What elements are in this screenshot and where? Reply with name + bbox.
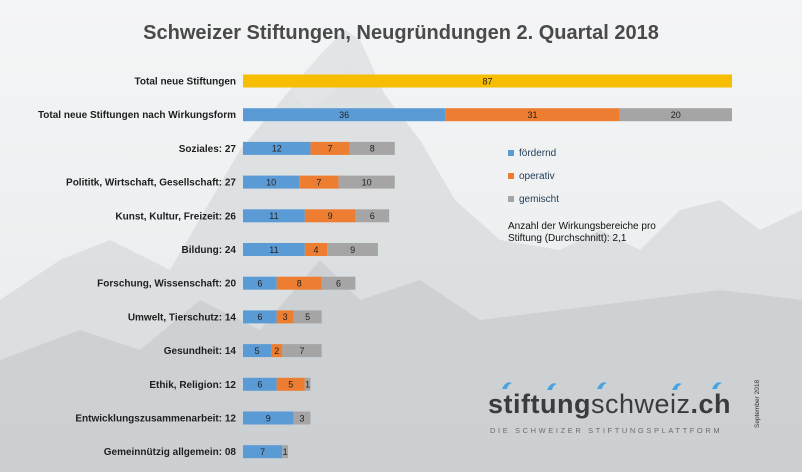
bar-gemischt-politik-wirtschaft-gesellschaft-27 [338, 175, 395, 189]
bar-gemischt-kunst-kultur-freizeit-26 [355, 209, 390, 223]
legend-label-foerdernd: fördernd [519, 148, 557, 159]
data-label-operativ-bildung-24: 4 [314, 245, 319, 255]
legend-swatch-operativ [508, 173, 514, 180]
data-label-operativ-umwelt-tierschutz-14: 3 [283, 312, 288, 322]
birds-icon [502, 382, 722, 390]
data-label-gemischt-bildung-24: 9 [350, 245, 355, 255]
category-label-total-neue-stiftungen-nach-wirkungsform: Total neue Stiftungen nach Wirkungsform [38, 110, 236, 121]
bar-gemischt-bildung-24 [327, 243, 378, 256]
legend-item-foerdernd: fördernd [508, 148, 628, 162]
bar-gemischt-gemeinnutzig-allgemein-08 [282, 445, 288, 459]
data-label-fordernd-soziales-27: 12 [272, 144, 282, 154]
category-label-politik-wirtschaft-gesellschaft-27: Polititk, Wirtschaft, Gesellschaft: 27 [66, 178, 236, 189]
bar-fordernd-forschung-wissenschaft-20 [243, 276, 277, 290]
data-label-fordernd-umwelt-tierschutz-14: 6 [257, 312, 262, 322]
data-label-gemischt-soziales-27: 8 [370, 144, 375, 154]
legend-item-gemischt: gemischt [508, 194, 628, 208]
bar-operativ-kunst-kultur-freizeit-26 [304, 209, 356, 223]
bar-gemischt-total-neue-stiftungen-nach-wirkungsform [619, 108, 732, 122]
data-label-operativ-politik-wirtschaft-gesellschaft-27: 7 [316, 177, 321, 187]
chart-title: Schweizer Stiftungen, Neugründungen 2. Q… [143, 22, 659, 44]
category-label-gesundheit-14: Gesundheit: 14 [164, 346, 237, 357]
data-label-total-total-neue-stiftungen: 87 [482, 76, 492, 86]
data-label-gemischt-gemeinnutzig-allgemein-08: 1 [283, 447, 288, 457]
bar-gemischt-forschung-wissenschaft-20 [321, 276, 356, 290]
bar-operativ-umwelt-tierschutz-14 [276, 310, 294, 324]
bar-gemischt-gesundheit-14 [282, 344, 322, 358]
bar-fordernd-umwelt-tierschutz-14 [243, 310, 277, 324]
data-label-operativ-total-neue-stiftungen-nach-wirkungsform: 31 [527, 110, 537, 120]
data-label-operativ-kunst-kultur-freizeit-26: 9 [328, 211, 333, 221]
bar-operativ-soziales-27 [310, 141, 350, 155]
bar-fordernd-total-neue-stiftungen-nach-wirkungsform [243, 108, 446, 122]
bar-fordernd-kunst-kultur-freizeit-26 [243, 209, 305, 223]
data-label-gemischt-kunst-kultur-freizeit-26: 6 [370, 211, 375, 221]
category-label-entwicklungszusammenarbeit-12: Entwicklungszusammenarbeit: 12 [75, 414, 236, 425]
bar-total-total-neue-stiftungen [243, 74, 732, 88]
bar-fordernd-bildung-24 [243, 243, 305, 256]
legend-swatch-foerdernd [508, 150, 514, 157]
bar-gemischt-soziales-27 [349, 141, 395, 155]
data-label-operativ-soziales-27: 7 [328, 144, 333, 154]
category-label-bildung-24: Bildung: 24 [182, 245, 237, 256]
logo-part-1: stiftung [488, 389, 591, 419]
data-label-fordernd-politik-wirtschaft-gesellschaft-27: 10 [266, 177, 276, 187]
logo-wordmark: stiftungschweiz.ch [488, 389, 731, 420]
logo-tagline: DIE SCHWEIZER STIFTUNGSPLATTFORM [490, 426, 723, 435]
data-label-fordernd-gemeinnutzig-allgemein-08: 7 [260, 447, 265, 457]
bar-operativ-ethik-religion-12 [276, 377, 305, 391]
date-note: September 2018 [754, 379, 761, 428]
data-label-operativ-forschung-wissenschaft-20: 8 [297, 279, 302, 289]
bar-gemischt-umwelt-tierschutz-14 [293, 310, 322, 324]
data-label-fordernd-entwicklungszusammenarbeit-12: 9 [266, 413, 271, 423]
data-label-fordernd-total-neue-stiftungen-nach-wirkungsform: 36 [339, 110, 349, 120]
bar-operativ-total-neue-stiftungen-nach-wirkungsform [445, 108, 620, 122]
data-label-gemischt-total-neue-stiftungen-nach-wirkungsform: 20 [671, 110, 681, 120]
category-label-gemeinnutzig-allgemein-08: Gemeinnützig allgemein: 08 [104, 447, 237, 458]
logo-part-3: .ch [690, 389, 732, 419]
bar-fordernd-ethik-religion-12 [243, 377, 277, 391]
bar-fordernd-gesundheit-14 [243, 344, 272, 358]
stiftungschweiz-logo: stiftungschweiz.ch DIE SCHWEIZER STIFTUN… [488, 377, 748, 437]
data-label-gemischt-politik-wirtschaft-gesellschaft-27: 10 [362, 177, 372, 187]
data-label-gemischt-entwicklungszusammenarbeit-12: 3 [300, 413, 305, 423]
legend-label-operativ: operativ [519, 171, 555, 182]
bar-gemischt-ethik-religion-12 [304, 377, 311, 391]
data-label-gemischt-gesundheit-14: 7 [300, 346, 305, 356]
legend-item-operativ: operativ [508, 171, 628, 185]
bar-fordernd-soziales-27 [243, 141, 311, 155]
category-label-soziales-27: Soziales: 27 [179, 144, 237, 155]
data-label-fordernd-gesundheit-14: 5 [255, 346, 260, 356]
data-label-gemischt-forschung-wissenschaft-20: 6 [336, 279, 341, 289]
bar-fordernd-gemeinnutzig-allgemein-08 [243, 445, 283, 459]
bar-operativ-bildung-24 [304, 243, 328, 256]
bar-operativ-politik-wirtschaft-gesellschaft-27 [299, 175, 339, 189]
average-annotation: Anzahl der Wirkungsbereiche pro Stiftung… [508, 221, 656, 244]
bar-gemischt-entwicklungszusammenarbeit-12 [293, 411, 311, 425]
data-label-operativ-gesundheit-14: 2 [274, 346, 279, 356]
bar-operativ-forschung-wissenschaft-20 [276, 276, 322, 290]
legend-label-gemischt: gemischt [519, 194, 560, 205]
logo-part-2: schweiz [590, 389, 691, 419]
data-label-fordernd-bildung-24: 11 [269, 245, 278, 255]
bar-fordernd-entwicklungszusammenarbeit-12 [243, 411, 294, 425]
category-label-total-neue-stiftungen: Total neue Stiftungen [135, 77, 236, 88]
category-label-ethik-religion-12: Ethik, Religion: 12 [149, 380, 236, 391]
data-label-operativ-ethik-religion-12: 5 [288, 380, 293, 390]
data-label-gemischt-ethik-religion-12: 1 [305, 380, 310, 390]
bar-fordernd-politik-wirtschaft-gesellschaft-27 [243, 175, 300, 189]
category-label-umwelt-tierschutz-14: Umwelt, Tierschutz: 14 [128, 312, 237, 323]
category-label-forschung-wissenschaft-20: Forschung, Wissenschaft: 20 [97, 279, 236, 290]
category-label-kunst-kultur-freizeit-26: Kunst, Kultur, Freizeit: 26 [115, 211, 236, 222]
data-label-fordernd-kunst-kultur-freizeit-26: 11 [269, 211, 278, 221]
data-label-gemischt-umwelt-tierschutz-14: 5 [305, 312, 310, 322]
bar-operativ-gesundheit-14 [271, 344, 283, 358]
data-label-fordernd-forschung-wissenschaft-20: 6 [257, 279, 262, 289]
data-label-fordernd-ethik-religion-12: 6 [257, 380, 262, 390]
legend-swatch-gemischt [508, 196, 514, 203]
